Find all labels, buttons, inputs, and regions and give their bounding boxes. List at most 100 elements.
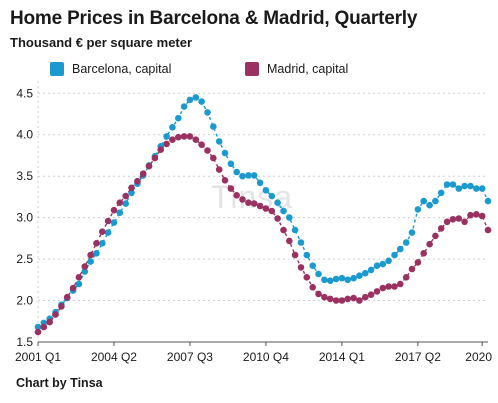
x-tick-label: 2014 Q1 (319, 350, 365, 364)
data-point (145, 162, 153, 170)
data-point (215, 166, 223, 173)
data-point (210, 123, 217, 130)
data-point (373, 262, 381, 270)
data-point (478, 212, 486, 220)
data-point (239, 196, 246, 203)
data-point (467, 211, 474, 219)
data-point (163, 140, 170, 148)
y-tick-label: 4.0 (16, 128, 33, 142)
data-point (93, 250, 100, 257)
data-point (256, 179, 264, 187)
data-point (40, 323, 48, 331)
legend: Barcelona, capital Madrid, capital (0, 62, 498, 80)
data-point (104, 229, 112, 236)
data-point (332, 297, 340, 304)
data-point (233, 168, 240, 176)
data-point (250, 172, 258, 179)
data-point (75, 274, 83, 281)
data-point (116, 209, 124, 216)
data-point (350, 294, 357, 302)
y-tick-label: 2.5 (16, 252, 33, 266)
data-point (408, 229, 416, 236)
data-point (75, 280, 83, 288)
x-tick-label: 2020 (465, 350, 492, 364)
data-point (274, 215, 281, 222)
data-point (303, 251, 311, 259)
data-point (239, 172, 246, 180)
data-point (221, 149, 229, 157)
grid-lines (38, 92, 488, 343)
data-point (344, 276, 352, 284)
data-point (151, 154, 159, 162)
data-point (204, 147, 211, 154)
legend-swatch-madrid (245, 62, 259, 76)
data-point (157, 146, 164, 153)
data-point (169, 124, 176, 131)
data-point (408, 265, 416, 273)
data-point (437, 189, 445, 197)
data-point (414, 259, 422, 266)
y-tick-label: 3.5 (16, 169, 33, 183)
data-point (455, 215, 463, 222)
data-point (210, 154, 217, 162)
data-point (256, 202, 264, 210)
data-point (309, 284, 317, 291)
legend-label-barcelona: Barcelona, capital (72, 62, 172, 76)
data-point (315, 290, 322, 298)
data-point (198, 98, 205, 105)
y-tick-label: 4.5 (16, 86, 33, 100)
data-point (268, 207, 276, 215)
data-point (420, 197, 428, 205)
y-tick-label: 3.0 (16, 211, 33, 225)
data-point (449, 216, 457, 223)
data-point (286, 237, 293, 245)
chart-title: Home Prices in Barcelona & Madrid, Quart… (10, 8, 418, 29)
data-point (321, 276, 328, 284)
data-point (122, 200, 129, 207)
data-point (163, 133, 170, 140)
data-point (280, 226, 287, 234)
data-point (46, 318, 53, 326)
axes: 1.5 2.0 2.5 3.0 3.5 4.0 4.5 2001 Q1 2004 Q2 2007 … (15, 81, 492, 364)
data-point (443, 181, 451, 188)
data-point (262, 205, 270, 212)
data-point (473, 185, 480, 192)
data-point (338, 297, 346, 304)
data-point (362, 269, 369, 277)
data-point (63, 293, 71, 301)
data-point (443, 218, 451, 226)
x-tick-label: 2001 Q1 (15, 350, 61, 364)
data-point (426, 240, 433, 248)
data-point (385, 257, 392, 265)
legend-item-madrid[interactable]: Madrid, capital (245, 62, 348, 76)
data-point (315, 270, 322, 278)
data-point (437, 225, 445, 232)
data-point (93, 240, 100, 247)
series-layer (34, 94, 492, 336)
legend-swatch-barcelona (50, 62, 64, 76)
data-point (356, 272, 363, 280)
data-point (397, 280, 404, 288)
data-point (180, 103, 188, 110)
data-point (473, 211, 480, 218)
data-point (34, 328, 42, 336)
data-point (233, 192, 240, 199)
data-point (484, 226, 492, 234)
data-point (104, 217, 112, 225)
data-point (58, 303, 65, 310)
legend-item-barcelona[interactable]: Barcelona, capital (50, 62, 171, 76)
data-point (175, 114, 182, 122)
data-point (134, 177, 141, 185)
data-point (245, 199, 252, 206)
legend-label-madrid: Madrid, capital (267, 62, 349, 76)
data-point (110, 206, 118, 214)
data-point (99, 240, 106, 247)
data-point (186, 96, 194, 104)
data-point (379, 284, 387, 292)
data-point (286, 214, 293, 221)
data-point (297, 239, 305, 246)
data-point (385, 283, 392, 290)
data-point (81, 268, 89, 275)
data-point (250, 200, 258, 207)
data-point (221, 177, 229, 184)
